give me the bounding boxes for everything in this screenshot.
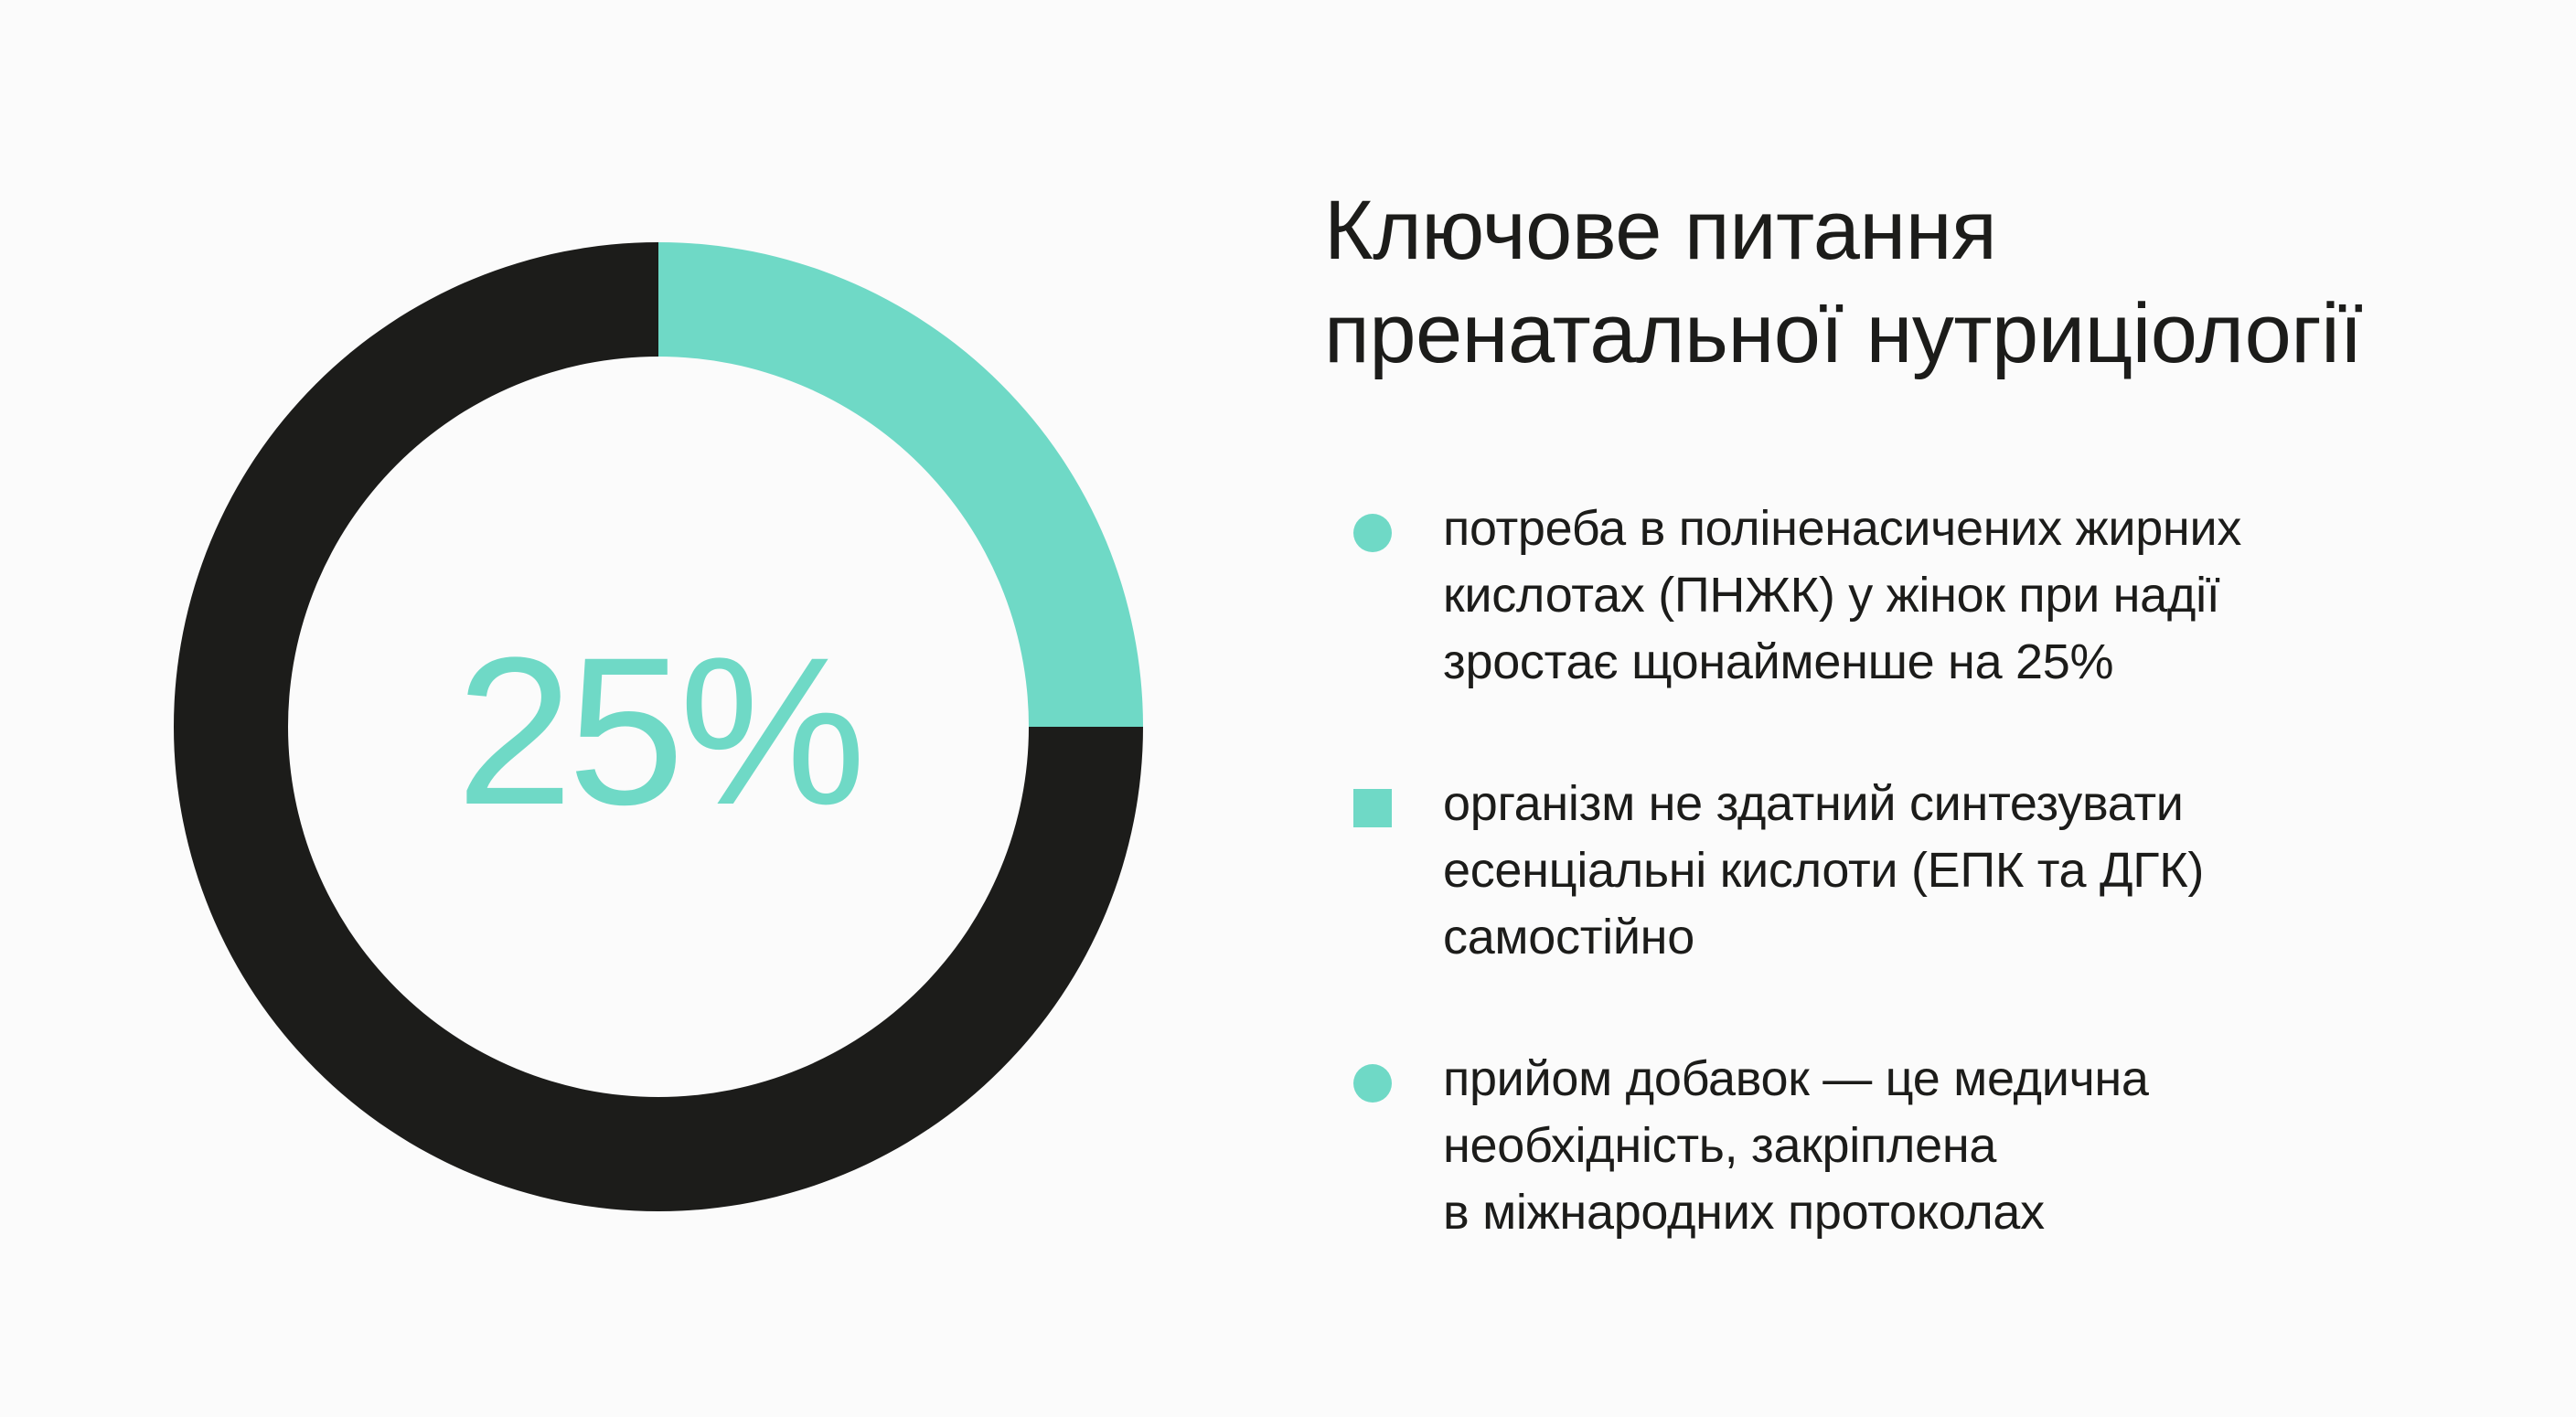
- bullet-item-supplements: прийом добавок — це медична необхідність…: [1353, 1046, 2560, 1246]
- slide-title-line-1: Ключове питання: [1324, 184, 1997, 277]
- bullet-line: потреба в поліненасичених жирних: [1443, 501, 2242, 556]
- bullet-text: потреба в поліненасичених жирних кислота…: [1443, 495, 2560, 696]
- bullet-text: організм не здатний синтезувати есенціал…: [1443, 771, 2560, 971]
- bullet-list: потреба в поліненасичених жирних кислота…: [1353, 495, 2560, 1321]
- bullet-item-pufa-need: потреба в поліненасичених жирних кислота…: [1353, 495, 2560, 696]
- bullet-line: організм не здатний синтезувати: [1443, 776, 2184, 831]
- circle-bullet-icon: [1353, 1064, 1392, 1103]
- slide-title-line-2: пренатальної нутриціології: [1324, 287, 2363, 380]
- donut-center-label: 25%: [455, 613, 866, 848]
- bullet-line: необхідність, закріплена: [1443, 1118, 1997, 1173]
- circle-bullet-icon: [1353, 514, 1392, 552]
- donut-slice-0: [658, 242, 1143, 727]
- bullet-line: кислотах (ПНЖК) у жінок при надії: [1443, 568, 2220, 623]
- bullet-line: прийом добавок — це медична: [1443, 1051, 2149, 1106]
- bullet-line: в міжнародних протоколах: [1443, 1185, 2045, 1240]
- donut-chart: 25%: [165, 233, 1152, 1220]
- bullet-line: зростає щонайменше на 25%: [1443, 634, 2114, 689]
- bullet-text: прийом добавок — це медична необхідність…: [1443, 1046, 2560, 1246]
- bullet-line: есенціальні кислоти (ЕПК та ДГК): [1443, 843, 2205, 898]
- bullet-item-synthesis: організм не здатний синтезувати есенціал…: [1353, 771, 2560, 971]
- bullet-line: самостійно: [1443, 910, 1694, 964]
- square-bullet-icon: [1353, 789, 1392, 827]
- slide-title: Ключове питання пренатальної нутриціолог…: [1324, 179, 2549, 386]
- donut-chart-svg: [174, 242, 1143, 1211]
